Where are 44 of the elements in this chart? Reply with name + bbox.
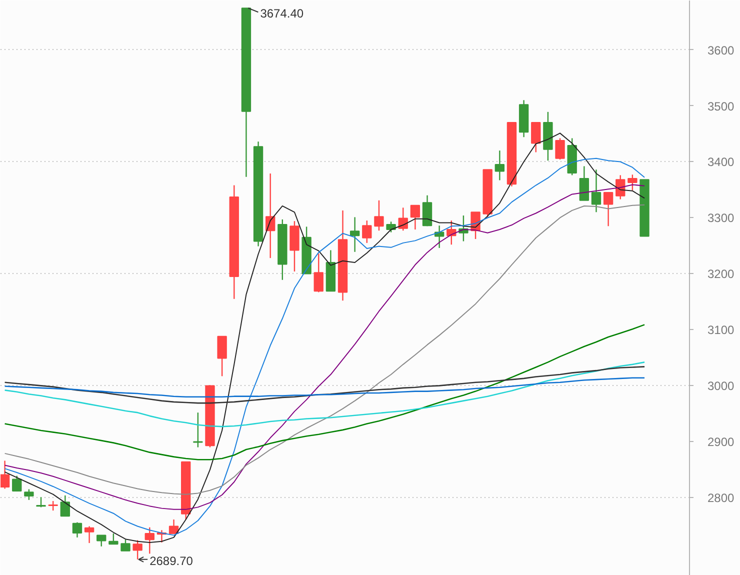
candlestick xyxy=(374,200,384,232)
y-tick-label: 2900 xyxy=(708,435,735,450)
y-tick-label: 3000 xyxy=(708,379,735,394)
line-series xyxy=(4,362,646,428)
candlestick xyxy=(60,494,70,517)
candlestick xyxy=(350,216,360,252)
candlestick xyxy=(72,522,82,538)
candlestick xyxy=(0,460,10,490)
candlestick xyxy=(36,496,46,508)
line-series xyxy=(4,366,646,404)
candlestick xyxy=(362,220,372,244)
y-tick-label: 3300 xyxy=(708,211,735,226)
candlestick xyxy=(24,488,34,501)
candlestick xyxy=(168,518,179,534)
candlestick xyxy=(217,336,227,377)
candlestick xyxy=(386,221,396,233)
y-tick-label: 3100 xyxy=(708,323,735,338)
annotation: 3674.40 xyxy=(260,6,304,21)
candlestick xyxy=(120,539,130,552)
candlestick xyxy=(579,166,590,201)
candlestick xyxy=(422,194,432,227)
candlestick xyxy=(84,526,94,544)
y-tick-label: 3200 xyxy=(708,267,735,282)
candlestick xyxy=(144,526,154,554)
candlestick xyxy=(108,532,118,545)
candlestick xyxy=(410,204,420,230)
y-tick-label: 3600 xyxy=(708,43,735,58)
candlestick xyxy=(603,191,614,227)
candlestick xyxy=(531,122,541,153)
y-tick-label: 3400 xyxy=(708,155,735,170)
candlestick xyxy=(494,150,505,181)
line-series xyxy=(4,324,646,460)
candlestick xyxy=(193,412,203,448)
candlestick xyxy=(555,138,565,160)
y-tick-label: 2800 xyxy=(708,491,735,506)
candlestick xyxy=(12,475,22,492)
line-series xyxy=(4,377,646,398)
y-tick-label: 3500 xyxy=(708,99,735,114)
candlestick xyxy=(48,500,58,512)
candlestick xyxy=(628,174,638,191)
candlestick xyxy=(591,168,602,213)
candlestick xyxy=(314,252,324,293)
candlestick xyxy=(96,534,106,547)
annotation: 2689.70 xyxy=(150,554,194,568)
